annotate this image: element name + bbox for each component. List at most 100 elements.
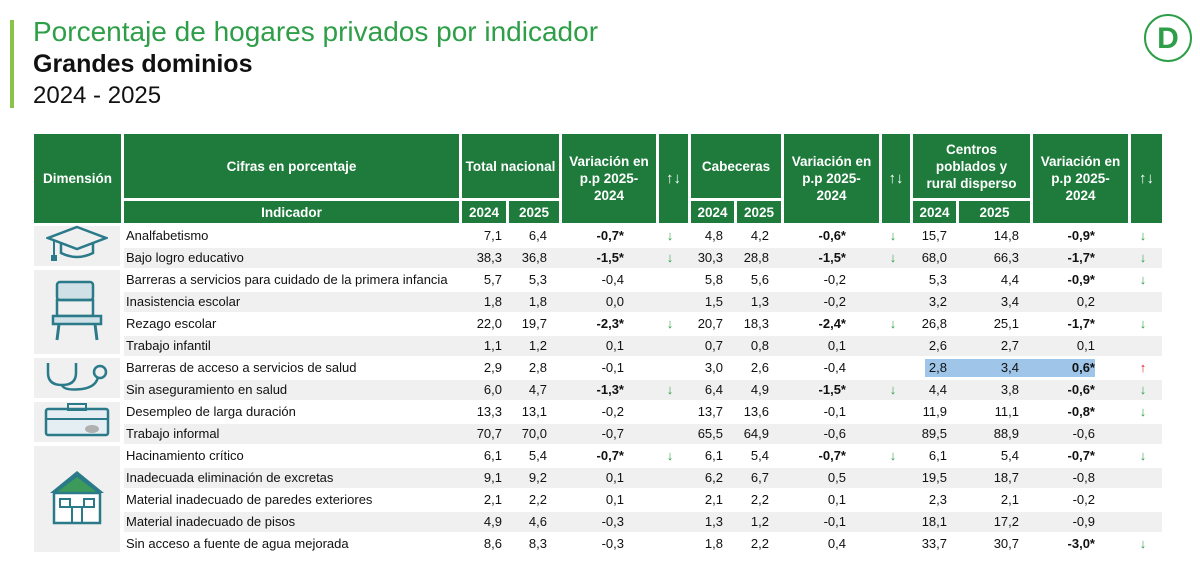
tn-variacion: -1,3* [596, 382, 624, 397]
cp-arrow [1133, 335, 1153, 357]
cp-variacion: -0,8 [1072, 470, 1095, 485]
page-title: Porcentaje de hogares privados por indic… [33, 16, 599, 47]
cab-arrow [883, 291, 903, 313]
tn-2024: 6,1 [483, 448, 502, 463]
header-centros: Centros poblados y rural disperso [913, 134, 1030, 198]
cab-2024: 1,8 [704, 536, 723, 551]
header-variacion-cp: Variación en p.p 2025-2024 [1033, 134, 1128, 223]
cab-2025: 2,2 [750, 492, 769, 507]
cp-arrow [1133, 291, 1153, 313]
tn-2025: 2,2 [528, 492, 547, 507]
tn-arrow: ↓ [666, 228, 674, 243]
tn-variacion: 0,0 [605, 294, 624, 309]
indicador-label: Inadecuada eliminación de excretas [126, 470, 334, 485]
indicador-label: Trabajo infantil [126, 338, 211, 353]
cp-2025: 14,8 [993, 228, 1019, 243]
tn-arrow: ↓ [666, 316, 674, 331]
tn-2024: 1,1 [483, 338, 502, 353]
cp-2024: 26,8 [921, 316, 947, 331]
tn-arrow: ↓ [666, 448, 674, 463]
cp-arrow: ↓ [1139, 250, 1147, 265]
indicador-label: Rezago escolar [126, 316, 217, 331]
highlight-selection [925, 359, 1095, 377]
cab-variacion: 0,4 [827, 536, 846, 551]
cp-2024: 11,9 [922, 404, 947, 419]
cab-variacion: -1,5* [818, 382, 846, 397]
cab-2024: 0,7 [704, 338, 723, 353]
cp-2024: 4,4 [928, 382, 947, 397]
tn-arrow: ↓ [666, 250, 674, 265]
cab-arrow [883, 357, 903, 379]
tn-variacion: -2,3* [596, 316, 624, 331]
cp-2024: 68,0 [921, 250, 947, 265]
cp-2025: 3,8 [1000, 382, 1019, 397]
cab-2025: 5,4 [750, 448, 769, 463]
dimension-housing [34, 446, 120, 552]
tn-variacion: 0,1 [605, 492, 624, 507]
cab-2024: 20,7 [697, 316, 723, 331]
tn-2024: 38,3 [476, 250, 502, 265]
cp-2025: 17,2 [993, 514, 1019, 529]
header-cp-2024: 2024 [913, 201, 956, 223]
page-subtitle: Grandes dominios [33, 50, 253, 78]
indicador-label: Inasistencia escolar [126, 294, 241, 309]
header-tn-2025: 2025 [509, 201, 559, 223]
tn-2024: 6,0 [483, 382, 502, 397]
cab-2024: 13,7 [697, 404, 723, 419]
cp-variacion: -0,7* [1067, 448, 1095, 463]
tn-variacion: 0,1 [605, 470, 624, 485]
tn-variacion: -0,3 [601, 514, 624, 529]
tn-2025: 1,2 [528, 338, 547, 353]
cab-2025: 2,6 [750, 360, 769, 375]
tn-arrow [660, 489, 680, 511]
indicador-label: Sin acceso a fuente de agua mejorada [126, 536, 349, 551]
cab-2025: 1,2 [750, 514, 769, 529]
dimension-education [34, 225, 120, 266]
cp-arrow: ↓ [1139, 448, 1147, 463]
svg-text:D: D [1157, 22, 1179, 55]
cab-variacion: -0,6* [818, 228, 846, 243]
header-arrows-cp: ↑↓ [1131, 134, 1162, 223]
dimension-work [34, 402, 120, 442]
cp-arrow [1133, 467, 1153, 489]
tn-arrow [660, 335, 680, 357]
tn-2025: 2,8 [528, 360, 547, 375]
cp-2024: 18,1 [921, 514, 947, 529]
header-cp-2025: 2025 [959, 201, 1030, 223]
tn-arrow: ↓ [666, 382, 674, 397]
cp-arrow [1133, 489, 1153, 511]
briefcase-icon [42, 402, 112, 442]
tn-2025: 5,3 [528, 272, 547, 287]
indicador-label: Barreras de acceso a servicios de salud [126, 360, 357, 375]
tn-2024: 22,0 [476, 316, 502, 331]
cp-arrow: ↓ [1139, 316, 1147, 331]
header-variacion-tn: Variación en p.p 2025-2024 [562, 134, 656, 223]
indicador-label: Trabajo informal [126, 426, 220, 441]
cab-arrow [883, 335, 903, 357]
cab-2025: 0,8 [750, 338, 769, 353]
header-total-nacional: Total nacional [462, 134, 559, 198]
cab-variacion: -0,2 [823, 272, 846, 287]
tn-2025: 13,1 [521, 404, 547, 419]
cp-arrow: ↓ [1139, 382, 1147, 397]
cab-variacion: -1,5* [818, 250, 846, 265]
dimension-childhood [34, 270, 120, 354]
header-cab-2024: 2024 [691, 201, 734, 223]
tn-variacion: 0,1 [605, 338, 624, 353]
cab-arrow: ↓ [889, 316, 897, 331]
cp-variacion: 0,1 [1076, 338, 1095, 353]
cp-arrow: ↓ [1139, 404, 1147, 419]
house-icon [46, 467, 108, 532]
cab-2024: 65,5 [697, 426, 723, 441]
cab-2024: 6,1 [704, 448, 723, 463]
header-cifras: Cifras en porcentaje [124, 134, 459, 198]
title-accent-bar [10, 20, 14, 108]
header-cab-2025: 2025 [737, 201, 781, 223]
tn-variacion: -1,5* [596, 250, 624, 265]
cp-variacion: -0,6 [1072, 426, 1095, 441]
cp-arrow: ↓ [1139, 228, 1147, 243]
tn-2024: 1,8 [483, 294, 502, 309]
cab-2025: 28,8 [743, 250, 769, 265]
cp-2024: 3,2 [928, 294, 947, 309]
header-indicador: Indicador [124, 201, 459, 223]
